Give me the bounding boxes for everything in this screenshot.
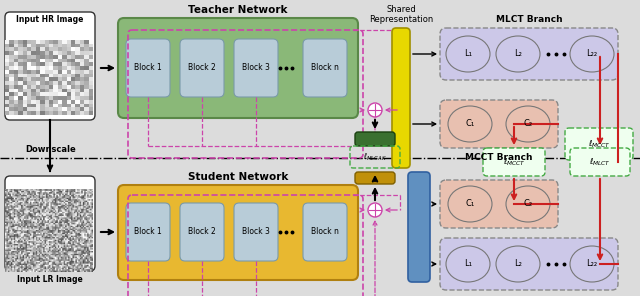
FancyBboxPatch shape: [440, 180, 558, 228]
Text: L₂: L₂: [514, 49, 522, 59]
Ellipse shape: [446, 246, 490, 282]
Text: C₂: C₂: [524, 120, 532, 128]
Text: L₂₂: L₂₂: [586, 49, 598, 59]
Text: Representation: Representation: [369, 15, 433, 25]
Text: L₂₂: L₂₂: [586, 260, 598, 268]
FancyBboxPatch shape: [565, 128, 633, 160]
Text: $\ell_{MLCAK}$: $\ell_{MLCAK}$: [363, 151, 387, 163]
Ellipse shape: [506, 106, 550, 142]
FancyBboxPatch shape: [392, 28, 410, 168]
FancyBboxPatch shape: [118, 18, 358, 118]
Text: L₁: L₁: [464, 260, 472, 268]
FancyBboxPatch shape: [355, 172, 395, 184]
FancyBboxPatch shape: [5, 12, 95, 120]
Text: C₁: C₁: [465, 120, 475, 128]
Text: L₂: L₂: [514, 260, 522, 268]
Text: Block 2: Block 2: [188, 228, 216, 237]
Ellipse shape: [506, 186, 550, 222]
Ellipse shape: [570, 246, 614, 282]
Text: Input HR Image: Input HR Image: [16, 15, 84, 25]
FancyBboxPatch shape: [483, 148, 545, 176]
FancyBboxPatch shape: [440, 28, 618, 80]
FancyBboxPatch shape: [234, 39, 278, 97]
Text: Teacher Network: Teacher Network: [188, 5, 288, 15]
Ellipse shape: [446, 36, 490, 72]
Text: Block 1: Block 1: [134, 228, 162, 237]
Ellipse shape: [496, 36, 540, 72]
FancyBboxPatch shape: [408, 172, 430, 282]
FancyBboxPatch shape: [303, 203, 347, 261]
Text: Input LR Image: Input LR Image: [17, 274, 83, 284]
Text: Student Network: Student Network: [188, 172, 288, 182]
Ellipse shape: [448, 106, 492, 142]
Circle shape: [368, 103, 382, 117]
FancyBboxPatch shape: [180, 203, 224, 261]
FancyBboxPatch shape: [234, 203, 278, 261]
Text: C₂: C₂: [524, 200, 532, 208]
FancyBboxPatch shape: [5, 176, 95, 271]
Text: Block 3: Block 3: [242, 64, 270, 73]
Ellipse shape: [570, 36, 614, 72]
FancyBboxPatch shape: [570, 148, 630, 176]
Text: MCCT Branch: MCCT Branch: [465, 154, 532, 163]
Ellipse shape: [448, 186, 492, 222]
Text: Downscale: Downscale: [25, 146, 76, 155]
Text: Block n: Block n: [311, 64, 339, 73]
Text: $\ell_{MCCT}$: $\ell_{MCCT}$: [502, 156, 525, 168]
Text: L₁: L₁: [464, 49, 472, 59]
Text: Block 1: Block 1: [134, 64, 162, 73]
Text: MLCT Branch: MLCT Branch: [496, 15, 563, 23]
Text: Block 3: Block 3: [242, 228, 270, 237]
FancyBboxPatch shape: [126, 203, 170, 261]
FancyBboxPatch shape: [355, 132, 395, 146]
FancyBboxPatch shape: [126, 39, 170, 97]
Text: C₁: C₁: [465, 200, 475, 208]
Text: Block 2: Block 2: [188, 64, 216, 73]
Text: $\ell_{MLCT}$: $\ell_{MLCT}$: [589, 156, 611, 168]
FancyBboxPatch shape: [440, 100, 558, 148]
Circle shape: [368, 203, 382, 217]
FancyBboxPatch shape: [303, 39, 347, 97]
Ellipse shape: [496, 246, 540, 282]
FancyBboxPatch shape: [440, 238, 618, 290]
Text: Block n: Block n: [311, 228, 339, 237]
Text: Shared: Shared: [386, 6, 416, 15]
FancyBboxPatch shape: [118, 185, 358, 280]
Text: $\ell_{MCCT}$: $\ell_{MCCT}$: [588, 138, 611, 150]
FancyBboxPatch shape: [180, 39, 224, 97]
